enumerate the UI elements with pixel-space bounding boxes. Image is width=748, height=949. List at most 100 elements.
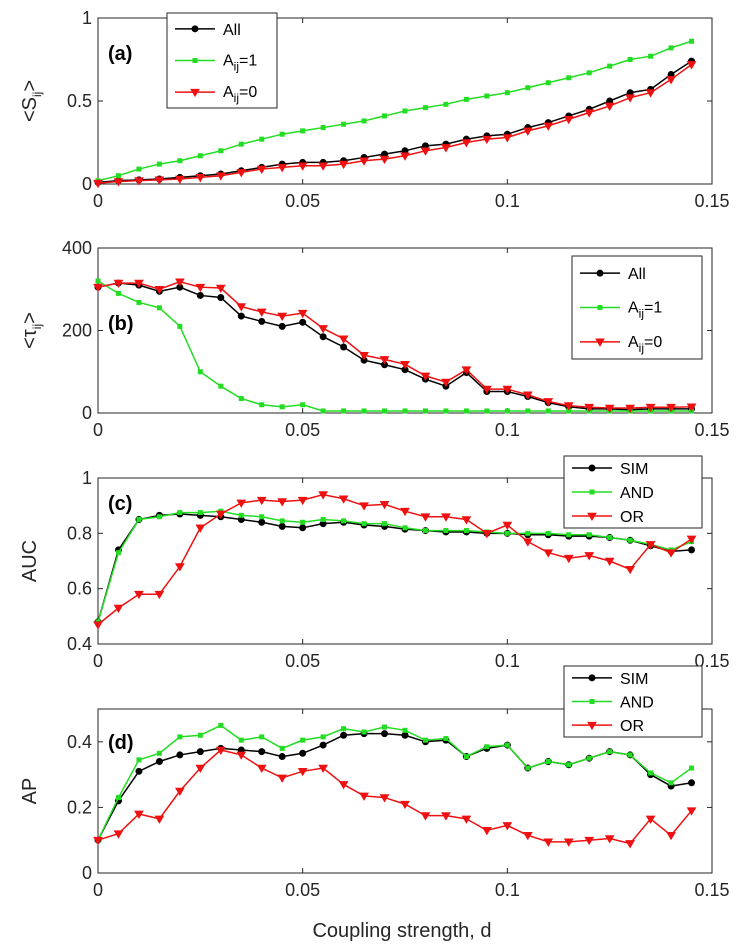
data-point (461, 139, 472, 148)
x-tick-label: 0 (93, 651, 103, 671)
data-point (93, 836, 103, 846)
data-point (196, 748, 204, 756)
data-point (504, 742, 510, 748)
x-tick-label: 0 (93, 880, 103, 900)
data-point (566, 75, 572, 81)
y-tick-label: 200 (62, 321, 92, 341)
data-point (422, 408, 428, 414)
data-point (320, 408, 326, 414)
legend-swatch-marker (589, 489, 595, 495)
legend: SIM AND OR (563, 455, 703, 529)
data-point (504, 530, 510, 536)
legend: All Aij=1 Aij=0 (166, 12, 278, 109)
data-point (277, 498, 288, 507)
data-point (318, 491, 329, 500)
data-point (279, 131, 285, 137)
panel-c: 0 0.05 0.1 0.15 0.4 0.6 0.8 1 AUC (c) SIM AND OR (19, 455, 730, 671)
data-point (218, 722, 224, 728)
data-point (136, 757, 142, 763)
x-tick-label: 0.15 (694, 420, 729, 440)
data-point (297, 162, 308, 171)
data-point (648, 770, 654, 776)
data-point (382, 408, 388, 414)
y-tick-label: 0.6 (67, 579, 92, 599)
data-point (215, 746, 226, 755)
data-point (238, 141, 244, 147)
data-point (545, 80, 551, 86)
data-point (604, 102, 615, 111)
legend-label: AND (620, 695, 654, 712)
legend-label: SIM (620, 461, 648, 478)
data-point (174, 787, 185, 796)
data-point (686, 403, 697, 412)
x-tick-label: 0.15 (694, 651, 729, 671)
data-point (545, 530, 551, 536)
data-point (607, 749, 613, 755)
data-point (502, 134, 513, 143)
data-point (522, 831, 533, 841)
x-tick-label: 0.1 (495, 651, 520, 671)
data-point (586, 532, 592, 538)
data-point (688, 779, 696, 787)
series-line (97, 724, 692, 841)
data-point (545, 758, 551, 764)
data-point (648, 53, 654, 59)
data-point (361, 729, 367, 735)
data-point (154, 285, 165, 295)
data-point (400, 152, 410, 161)
data-point (441, 144, 451, 153)
data-point (319, 741, 327, 749)
data-point (484, 408, 490, 414)
data-point (215, 510, 226, 519)
y-tick-label: 0.4 (67, 634, 92, 654)
data-point (297, 768, 308, 777)
legend-swatch-marker (192, 58, 198, 63)
legend-swatch-marker (588, 464, 596, 472)
data-point (443, 528, 449, 534)
data-point (420, 372, 431, 381)
y-tick-label: 0 (82, 174, 92, 194)
panel-label: (a) (108, 43, 132, 65)
data-point (136, 299, 142, 305)
data-point (627, 537, 633, 543)
data-point (502, 822, 513, 831)
data-point (625, 840, 636, 849)
y-tick-label: 1 (82, 8, 92, 28)
data-point (379, 500, 390, 510)
legend-label: OR (620, 509, 644, 526)
y-tick-label: 0 (82, 863, 92, 883)
data-point (402, 525, 408, 531)
data-point (115, 550, 121, 556)
data-point (93, 179, 103, 189)
data-point (461, 366, 472, 375)
data-point (299, 318, 307, 326)
data-point (154, 590, 165, 600)
data-point (278, 522, 286, 530)
data-point (95, 278, 101, 284)
data-point (256, 764, 267, 774)
series-a-ij-0 (93, 61, 697, 189)
data-point (319, 333, 327, 341)
data-point (402, 108, 408, 114)
data-point (645, 89, 656, 98)
data-point (566, 532, 572, 538)
data-point (259, 402, 265, 408)
data-point (320, 125, 326, 131)
data-point (443, 408, 449, 414)
data-point (236, 169, 247, 178)
data-point (279, 518, 285, 524)
data-point (197, 369, 203, 375)
legend-swatch-marker (191, 25, 199, 33)
data-point (625, 566, 636, 575)
data-point (177, 158, 183, 164)
y-tick-label: 400 (62, 238, 92, 258)
data-point (604, 557, 615, 566)
series-line (97, 493, 692, 626)
data-point (238, 512, 244, 518)
data-point (420, 812, 431, 821)
data-point (545, 408, 551, 414)
data-point (279, 745, 285, 751)
data-point (666, 831, 676, 841)
data-point (543, 838, 554, 847)
data-point (236, 499, 247, 508)
